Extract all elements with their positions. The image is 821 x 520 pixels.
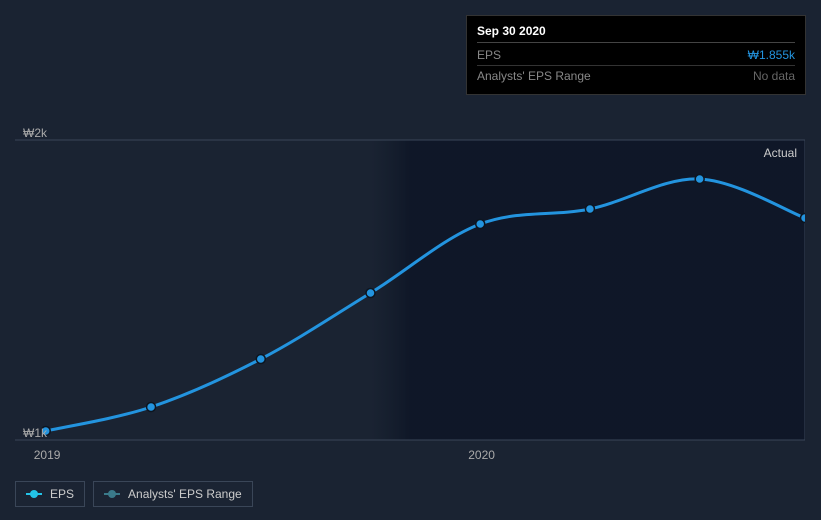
- legend-marker-icon: [26, 490, 42, 498]
- chart-svg: [15, 120, 805, 480]
- tooltip-row: EPS ₩1.855k: [477, 45, 795, 66]
- tooltip-value: No data: [753, 69, 795, 83]
- tooltip-label: Analysts' EPS Range: [477, 69, 591, 83]
- chart-tooltip: Sep 30 2020 EPS ₩1.855k Analysts' EPS Rang…: [466, 15, 806, 95]
- y-axis-label: ₩2k: [23, 126, 47, 140]
- legend-eps[interactable]: EPS: [15, 481, 85, 507]
- tooltip-date: Sep 30 2020: [477, 24, 795, 43]
- x-axis-label: 2019: [34, 448, 61, 462]
- tooltip-row: Analysts' EPS Range No data: [477, 66, 795, 86]
- legend-label: EPS: [50, 487, 74, 501]
- tooltip-value: ₩1.855k: [748, 48, 795, 62]
- legend-marker-icon: [104, 490, 120, 498]
- chart-legend: EPS Analysts' EPS Range: [15, 481, 253, 507]
- legend-analysts-range[interactable]: Analysts' EPS Range: [93, 481, 253, 507]
- legend-label: Analysts' EPS Range: [128, 487, 242, 501]
- tooltip-label: EPS: [477, 48, 501, 62]
- actual-label: Actual: [764, 146, 797, 160]
- eps-chart: ₩2k ₩1k 2019 2020 Actual: [15, 120, 805, 480]
- tooltip-rows: EPS ₩1.855k Analysts' EPS Range No data: [477, 45, 795, 86]
- y-axis-label: ₩1k: [23, 426, 47, 440]
- x-axis-label: 2020: [468, 448, 495, 462]
